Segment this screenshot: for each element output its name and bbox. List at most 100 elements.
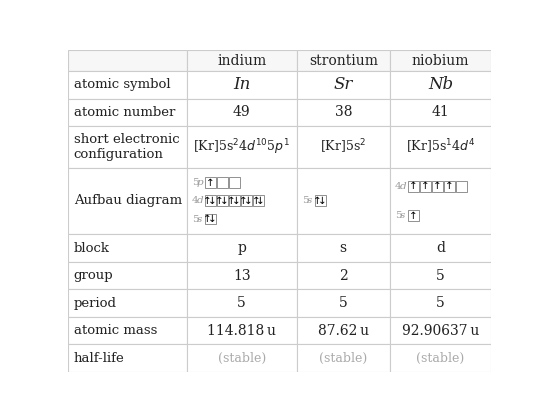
Text: ↑: ↑ — [239, 196, 248, 206]
Text: indium: indium — [217, 54, 266, 68]
Text: d: d — [436, 241, 445, 255]
Bar — [390, 262, 491, 289]
Text: period: period — [74, 297, 117, 310]
Text: ↑: ↑ — [227, 196, 236, 206]
Text: 5: 5 — [339, 296, 348, 310]
Text: 4: 4 — [192, 196, 198, 206]
Bar — [68, 168, 187, 234]
Text: s: s — [400, 211, 405, 220]
Text: d: d — [197, 196, 203, 206]
Text: ↓: ↓ — [256, 196, 265, 206]
Text: Nb: Nb — [428, 76, 453, 94]
Text: short electronic
configuration: short electronic configuration — [74, 133, 180, 161]
Text: ↓: ↓ — [220, 196, 229, 206]
Bar — [408, 181, 419, 192]
Text: ↑: ↑ — [313, 196, 322, 206]
Bar — [297, 289, 390, 317]
Bar — [390, 234, 491, 262]
Text: atomic number: atomic number — [74, 106, 175, 119]
Text: 5: 5 — [192, 214, 198, 224]
Text: s: s — [306, 196, 312, 206]
Bar — [68, 344, 187, 372]
Text: [Kr]5s$^2$4$d^{10}$5$p^1$: [Kr]5s$^2$4$d^{10}$5$p^1$ — [193, 137, 290, 157]
Bar — [241, 196, 252, 206]
Text: [Kr]5s$^1$4$d^4$: [Kr]5s$^1$4$d^4$ — [406, 138, 475, 156]
Text: ↑: ↑ — [206, 178, 215, 188]
Text: s: s — [340, 241, 347, 255]
Bar — [187, 262, 297, 289]
Bar — [408, 210, 419, 221]
Bar — [187, 126, 297, 168]
Text: ↓: ↓ — [208, 196, 217, 206]
Bar — [390, 168, 491, 234]
Text: ↑: ↑ — [409, 181, 418, 191]
Bar — [68, 289, 187, 317]
Text: 5: 5 — [238, 296, 246, 310]
Text: 92.90637 u: 92.90637 u — [402, 324, 479, 338]
Bar — [390, 99, 491, 126]
Text: ↓: ↓ — [244, 196, 253, 206]
Text: (stable): (stable) — [319, 352, 367, 365]
Bar — [217, 177, 228, 189]
Bar — [297, 344, 390, 372]
Bar — [187, 344, 297, 372]
Bar — [205, 214, 216, 224]
Bar — [68, 234, 187, 262]
Text: ↑: ↑ — [203, 196, 212, 206]
Bar — [297, 99, 390, 126]
Bar — [187, 168, 297, 234]
Text: ↑: ↑ — [433, 181, 442, 191]
Text: ↑: ↑ — [203, 214, 212, 224]
Text: s: s — [197, 214, 202, 224]
Text: 49: 49 — [233, 105, 251, 120]
Text: atomic mass: atomic mass — [74, 324, 157, 337]
Bar — [297, 71, 390, 99]
Bar — [297, 317, 390, 344]
Text: Aufbau diagram: Aufbau diagram — [74, 194, 182, 207]
Bar — [187, 99, 297, 126]
Text: 4: 4 — [395, 182, 401, 191]
Text: p: p — [197, 178, 203, 187]
Bar — [297, 126, 390, 168]
Bar — [420, 181, 431, 192]
Text: ↓: ↓ — [208, 214, 217, 224]
Bar — [68, 99, 187, 126]
Text: 5: 5 — [192, 178, 198, 187]
Bar — [187, 50, 297, 71]
Bar — [297, 50, 390, 71]
Bar — [187, 317, 297, 344]
Bar — [68, 71, 187, 99]
Bar — [456, 181, 467, 192]
Text: group: group — [74, 269, 114, 282]
Text: ↑: ↑ — [252, 196, 260, 206]
Text: ↑: ↑ — [421, 181, 430, 191]
Text: (stable): (stable) — [218, 352, 266, 365]
Bar — [390, 289, 491, 317]
Text: strontium: strontium — [309, 54, 378, 68]
Bar — [297, 262, 390, 289]
Bar — [68, 50, 187, 71]
Text: 114.818 u: 114.818 u — [207, 324, 276, 338]
Bar — [390, 344, 491, 372]
Text: 13: 13 — [233, 269, 251, 283]
Text: 5: 5 — [436, 269, 445, 283]
Text: ↑: ↑ — [215, 196, 224, 206]
Bar — [205, 177, 216, 189]
Text: 5: 5 — [436, 296, 445, 310]
Text: (stable): (stable) — [417, 352, 465, 365]
Bar — [390, 126, 491, 168]
Bar — [217, 196, 228, 206]
Bar — [253, 196, 264, 206]
Bar — [314, 196, 325, 206]
Text: 87.62 u: 87.62 u — [318, 324, 369, 338]
Bar — [432, 181, 443, 192]
Bar — [390, 317, 491, 344]
Bar — [229, 177, 240, 189]
Bar — [68, 317, 187, 344]
Text: Sr: Sr — [334, 76, 353, 94]
Bar — [187, 289, 297, 317]
Bar — [187, 71, 297, 99]
Text: ↑: ↑ — [445, 181, 454, 191]
Text: ↓: ↓ — [318, 196, 327, 206]
Text: 41: 41 — [432, 105, 449, 120]
